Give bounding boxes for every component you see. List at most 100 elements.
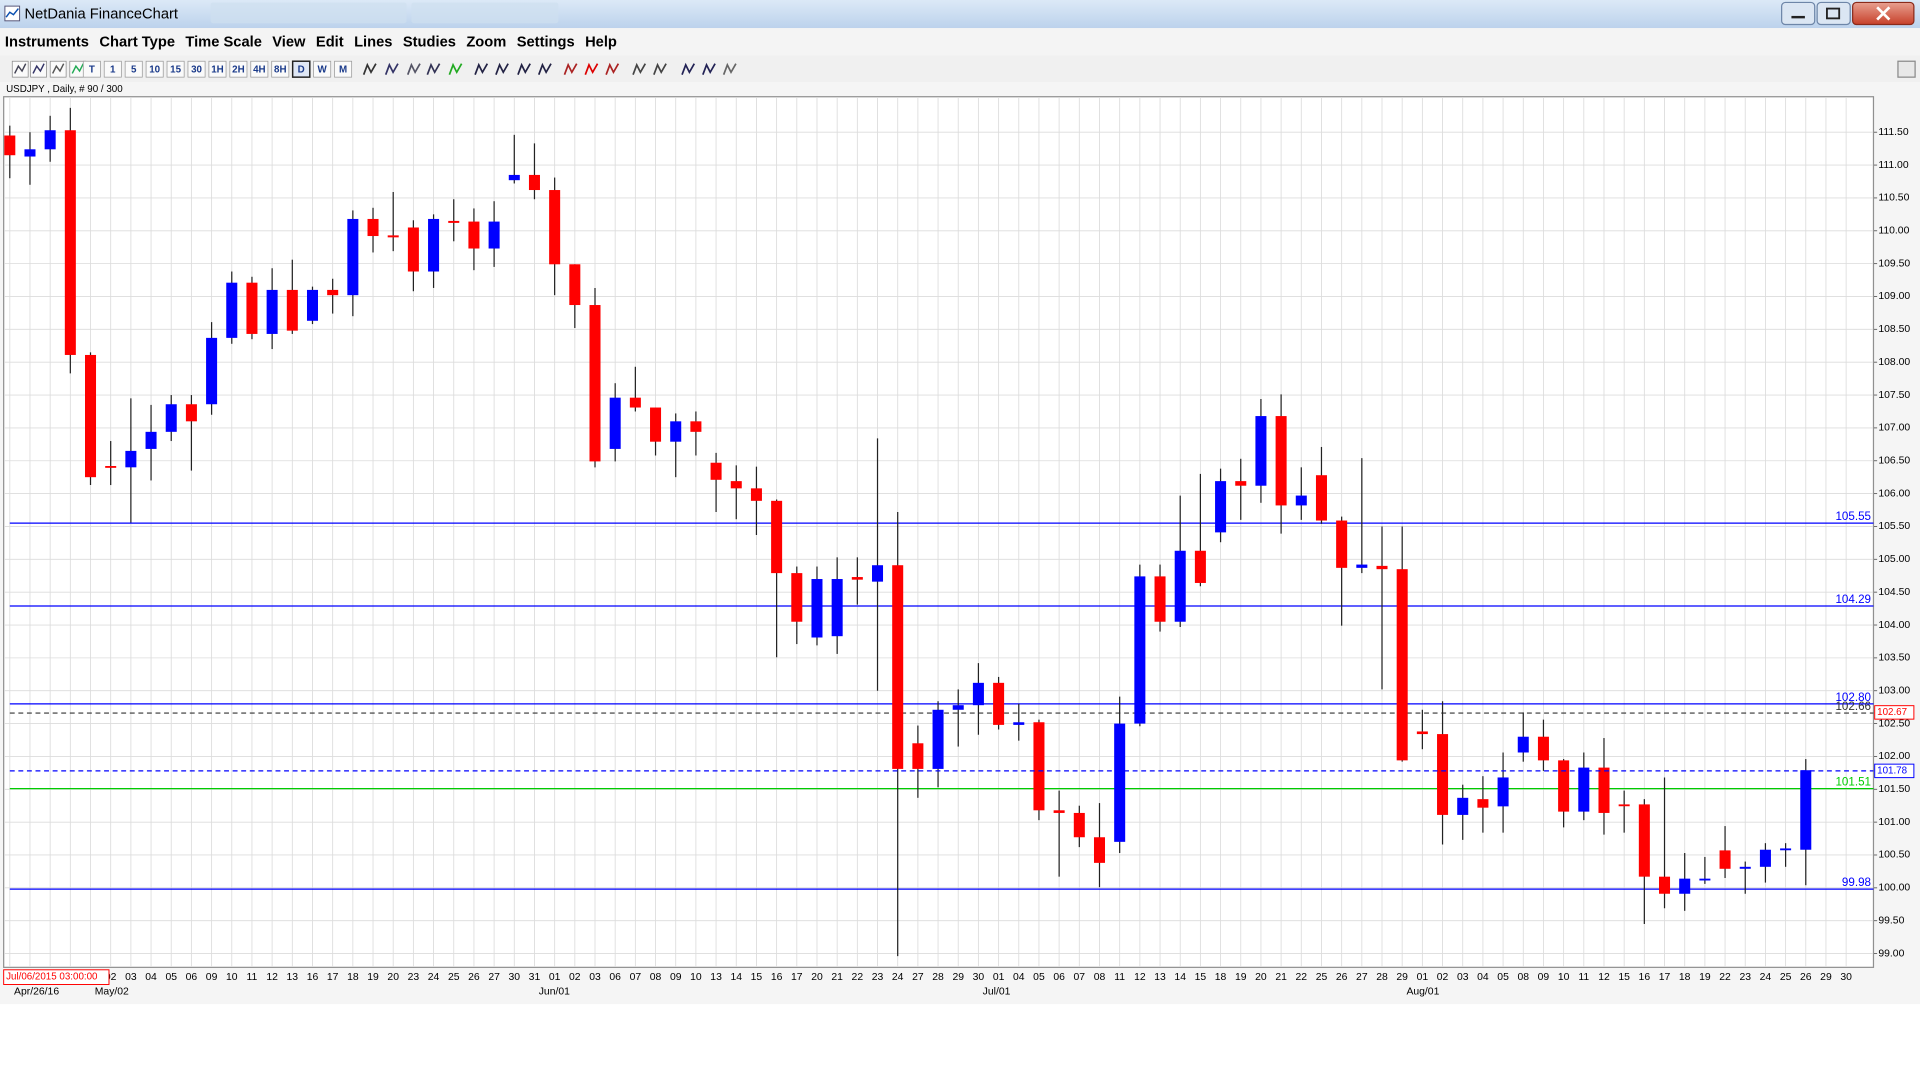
restore-button[interactable]: [1816, 1, 1851, 26]
tool-icon[interactable]: [404, 60, 424, 78]
candle-body: [428, 218, 440, 272]
x-group-label: Aug/01: [1406, 987, 1439, 998]
timeframe-button[interactable]: [291, 60, 311, 78]
tool-glyph: [474, 62, 489, 75]
tool-icon[interactable]: [650, 60, 670, 78]
x-tick-label: 24: [892, 972, 904, 983]
menu-item[interactable]: Chart Type: [99, 35, 175, 51]
price-marker: [1874, 763, 1915, 779]
candle-body: [64, 130, 76, 355]
x-tick-label: 11: [1114, 972, 1125, 983]
timeframe-button[interactable]: [271, 60, 290, 78]
candle-body: [1719, 850, 1731, 869]
menu-item[interactable]: View: [272, 35, 306, 51]
x-tick-label: 30: [1840, 972, 1852, 983]
timeframe-button[interactable]: [250, 60, 269, 78]
menu-item[interactable]: Time Scale: [185, 35, 261, 51]
candle-body: [851, 577, 863, 580]
x-tick-label: 26: [1800, 972, 1812, 983]
tool-icon[interactable]: [630, 60, 649, 78]
x-tick-label: 19: [1235, 972, 1247, 983]
y-tick-label: 104.50: [1878, 587, 1910, 598]
timeframe-label: 1: [110, 64, 116, 75]
tool-icon[interactable]: [472, 60, 491, 78]
candle-body: [125, 450, 137, 468]
menu-item[interactable]: Settings: [517, 35, 575, 51]
timeframe-button[interactable]: [208, 60, 227, 78]
x-tick-label: 02: [105, 972, 117, 983]
menu-item[interactable]: Lines: [354, 35, 392, 51]
y-tick-label: 99.00: [1878, 948, 1904, 959]
timeframe-button[interactable]: [187, 60, 206, 78]
candle-body: [165, 404, 177, 432]
y-tick-label: 99.50: [1878, 915, 1904, 926]
level-label: 105.55: [1835, 510, 1871, 523]
x-tick-label: 22: [1296, 972, 1308, 983]
y-tick-label: 106.00: [1878, 488, 1910, 499]
candle-body: [185, 404, 197, 422]
candle-body: [1235, 481, 1247, 486]
tool-icon[interactable]: [514, 60, 534, 78]
candle-body: [327, 289, 339, 296]
app-icon-glyph: [5, 8, 19, 18]
x-tick-label: 15: [1195, 972, 1207, 983]
candle-body: [246, 282, 258, 334]
tool-glyph: [362, 62, 377, 75]
tool-glyph: [584, 62, 599, 75]
x-tick-label: 23: [408, 972, 420, 983]
minimize-button[interactable]: [1781, 1, 1816, 26]
timeframe-button[interactable]: [334, 60, 353, 78]
menu-item[interactable]: Instruments: [5, 35, 89, 51]
tool-icon[interactable]: [535, 60, 555, 78]
timeframe-button[interactable]: [124, 60, 143, 78]
x-tick-label: 01: [1417, 972, 1429, 983]
timeframe-button[interactable]: [229, 60, 248, 78]
tool-icon[interactable]: [720, 60, 739, 78]
menu-item[interactable]: Help: [585, 35, 617, 51]
timeframe-button[interactable]: [82, 60, 101, 78]
x-group-label: May/02: [95, 987, 129, 998]
x-tick-label: 17: [791, 972, 803, 983]
tool-icon[interactable]: [424, 60, 443, 78]
x-tick-label: 08: [1094, 972, 1106, 983]
menu-item[interactable]: Studies: [403, 35, 456, 51]
timeframe-button[interactable]: [103, 60, 122, 78]
candle-body: [468, 221, 480, 249]
panel-button[interactable]: [1897, 60, 1916, 78]
timeframe-label: 4H: [253, 64, 266, 75]
tool-icon[interactable]: [360, 60, 379, 78]
y-tick-label: 109.00: [1878, 291, 1910, 302]
tool-icon[interactable]: [582, 60, 601, 78]
timeframe-button[interactable]: [145, 60, 164, 78]
tool-icon[interactable]: [492, 60, 512, 78]
menu-item[interactable]: Edit: [316, 35, 344, 51]
menu-item[interactable]: Zoom: [466, 35, 506, 51]
timeframe-button[interactable]: [166, 60, 185, 78]
candle-body: [730, 481, 742, 489]
candle-body: [972, 682, 984, 706]
x-tick-label: 11: [1578, 972, 1589, 983]
candle-body: [488, 221, 500, 249]
tool-icon[interactable]: [446, 60, 465, 78]
y-tick-label: 102.00: [1878, 751, 1910, 762]
timeframe-button[interactable]: [313, 60, 332, 78]
tool-icon[interactable]: [382, 60, 402, 78]
candle-body: [892, 565, 904, 769]
x-tick-label: 19: [367, 972, 379, 983]
tool-icon[interactable]: [561, 60, 580, 78]
tool-glyph: [448, 62, 463, 75]
candle-body: [1194, 550, 1206, 583]
x-tick-label: 05: [165, 972, 177, 983]
tool-icon[interactable]: [678, 60, 698, 78]
candle-body: [1154, 576, 1166, 622]
x-group-label: Jun/01: [539, 987, 570, 998]
x-tick-label: 27: [488, 972, 500, 983]
price-marker-label: 102.67: [1877, 707, 1907, 718]
y-tick-label: 107.50: [1878, 390, 1910, 401]
x-tick-label: 07: [630, 972, 642, 983]
tool-icon[interactable]: [603, 60, 622, 78]
candle-body: [367, 218, 379, 237]
x-tick-label: 12: [1598, 972, 1610, 983]
candle-body: [1053, 810, 1065, 813]
tool-icon[interactable]: [699, 60, 719, 78]
